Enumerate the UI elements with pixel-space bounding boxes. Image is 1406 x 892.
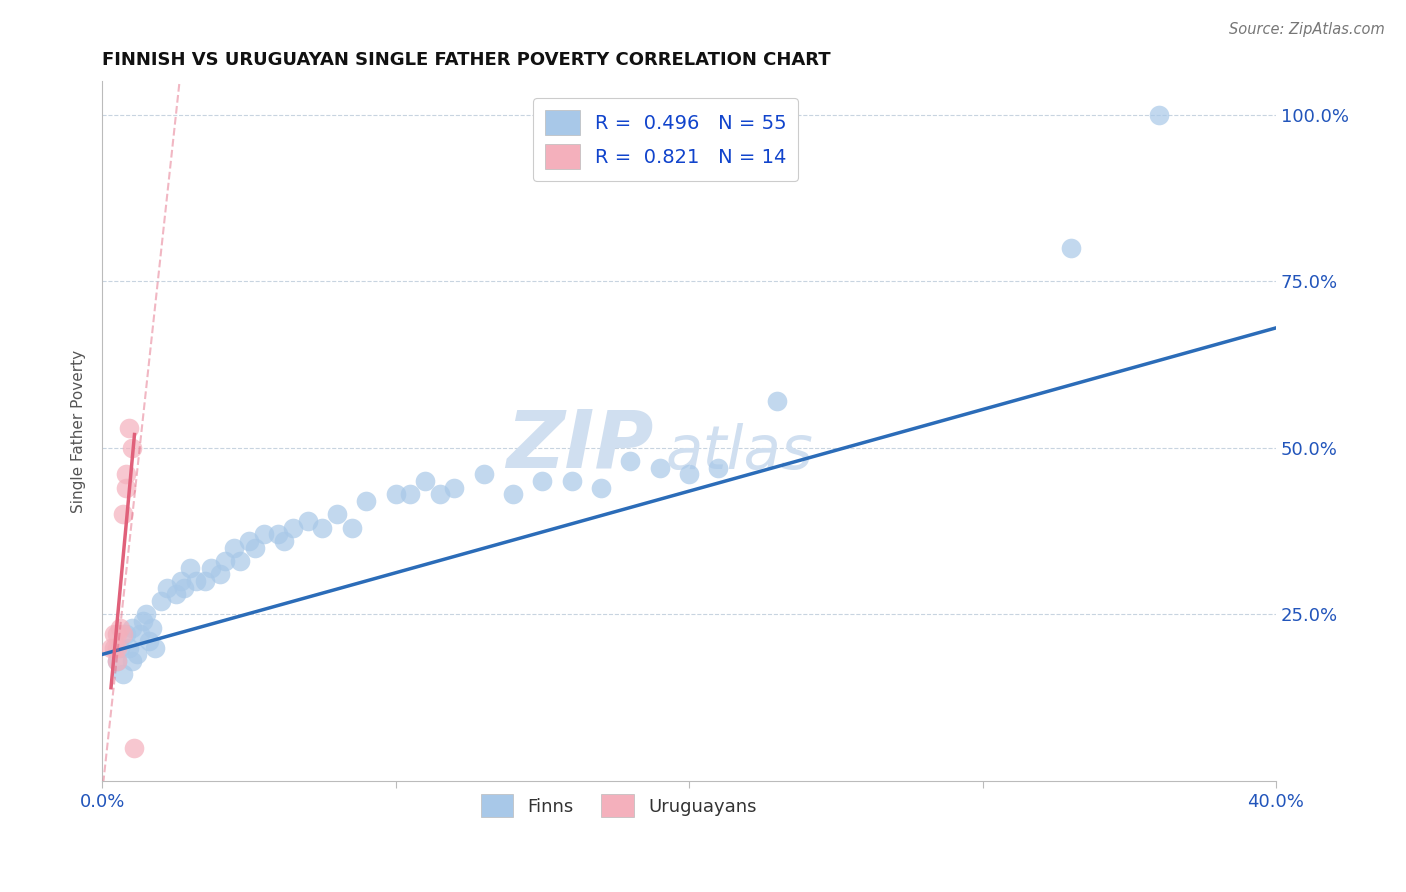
Point	[399, 487, 422, 501]
Point	[229, 554, 252, 568]
Point	[1059, 241, 1081, 255]
Point	[194, 574, 217, 588]
Point	[100, 640, 122, 655]
Point	[156, 581, 179, 595]
Point	[531, 474, 554, 488]
Point	[111, 667, 134, 681]
Point	[678, 467, 700, 482]
Point	[561, 474, 583, 488]
Y-axis label: Single Father Poverty: Single Father Poverty	[72, 350, 86, 513]
Point	[589, 481, 612, 495]
Point	[281, 521, 304, 535]
Point	[252, 527, 274, 541]
Point	[326, 508, 349, 522]
Point	[707, 460, 730, 475]
Point	[129, 627, 152, 641]
Point	[105, 627, 128, 641]
Point	[121, 621, 143, 635]
Point	[267, 527, 290, 541]
Point	[108, 621, 131, 635]
Point	[619, 454, 641, 468]
Point	[443, 481, 465, 495]
Point	[214, 554, 236, 568]
Point	[124, 740, 146, 755]
Point	[472, 467, 495, 482]
Point	[132, 614, 155, 628]
Point	[103, 640, 125, 655]
Point	[105, 654, 128, 668]
Point	[648, 460, 671, 475]
Point	[103, 627, 125, 641]
Point	[208, 567, 231, 582]
Point	[502, 487, 524, 501]
Point	[135, 607, 157, 622]
Text: ZIP: ZIP	[506, 406, 654, 484]
Point	[224, 541, 246, 555]
Point	[105, 654, 128, 668]
Point	[297, 514, 319, 528]
Point	[117, 421, 139, 435]
Point	[114, 467, 136, 482]
Point	[384, 487, 406, 501]
Point	[114, 627, 136, 641]
Point	[138, 634, 160, 648]
Point	[429, 487, 451, 501]
Point	[165, 587, 187, 601]
Point	[121, 654, 143, 668]
Point	[413, 474, 436, 488]
Point	[766, 394, 789, 409]
Point	[121, 441, 143, 455]
Point	[179, 561, 201, 575]
Point	[356, 494, 378, 508]
Point	[238, 534, 260, 549]
Point	[111, 627, 134, 641]
Point	[1147, 108, 1170, 122]
Point	[311, 521, 333, 535]
Point	[108, 640, 131, 655]
Point	[170, 574, 193, 588]
Text: Source: ZipAtlas.com: Source: ZipAtlas.com	[1229, 22, 1385, 37]
Point	[117, 640, 139, 655]
Point	[273, 534, 295, 549]
Text: atlas: atlas	[665, 423, 814, 482]
Point	[111, 508, 134, 522]
Point	[127, 648, 149, 662]
Point	[105, 640, 128, 655]
Legend: Finns, Uruguayans: Finns, Uruguayans	[474, 787, 763, 824]
Point	[149, 594, 172, 608]
Point	[243, 541, 266, 555]
Point	[173, 581, 195, 595]
Point	[114, 481, 136, 495]
Point	[184, 574, 207, 588]
Point	[143, 640, 166, 655]
Text: FINNISH VS URUGUAYAN SINGLE FATHER POVERTY CORRELATION CHART: FINNISH VS URUGUAYAN SINGLE FATHER POVER…	[103, 51, 831, 69]
Point	[141, 621, 163, 635]
Point	[200, 561, 222, 575]
Point	[340, 521, 363, 535]
